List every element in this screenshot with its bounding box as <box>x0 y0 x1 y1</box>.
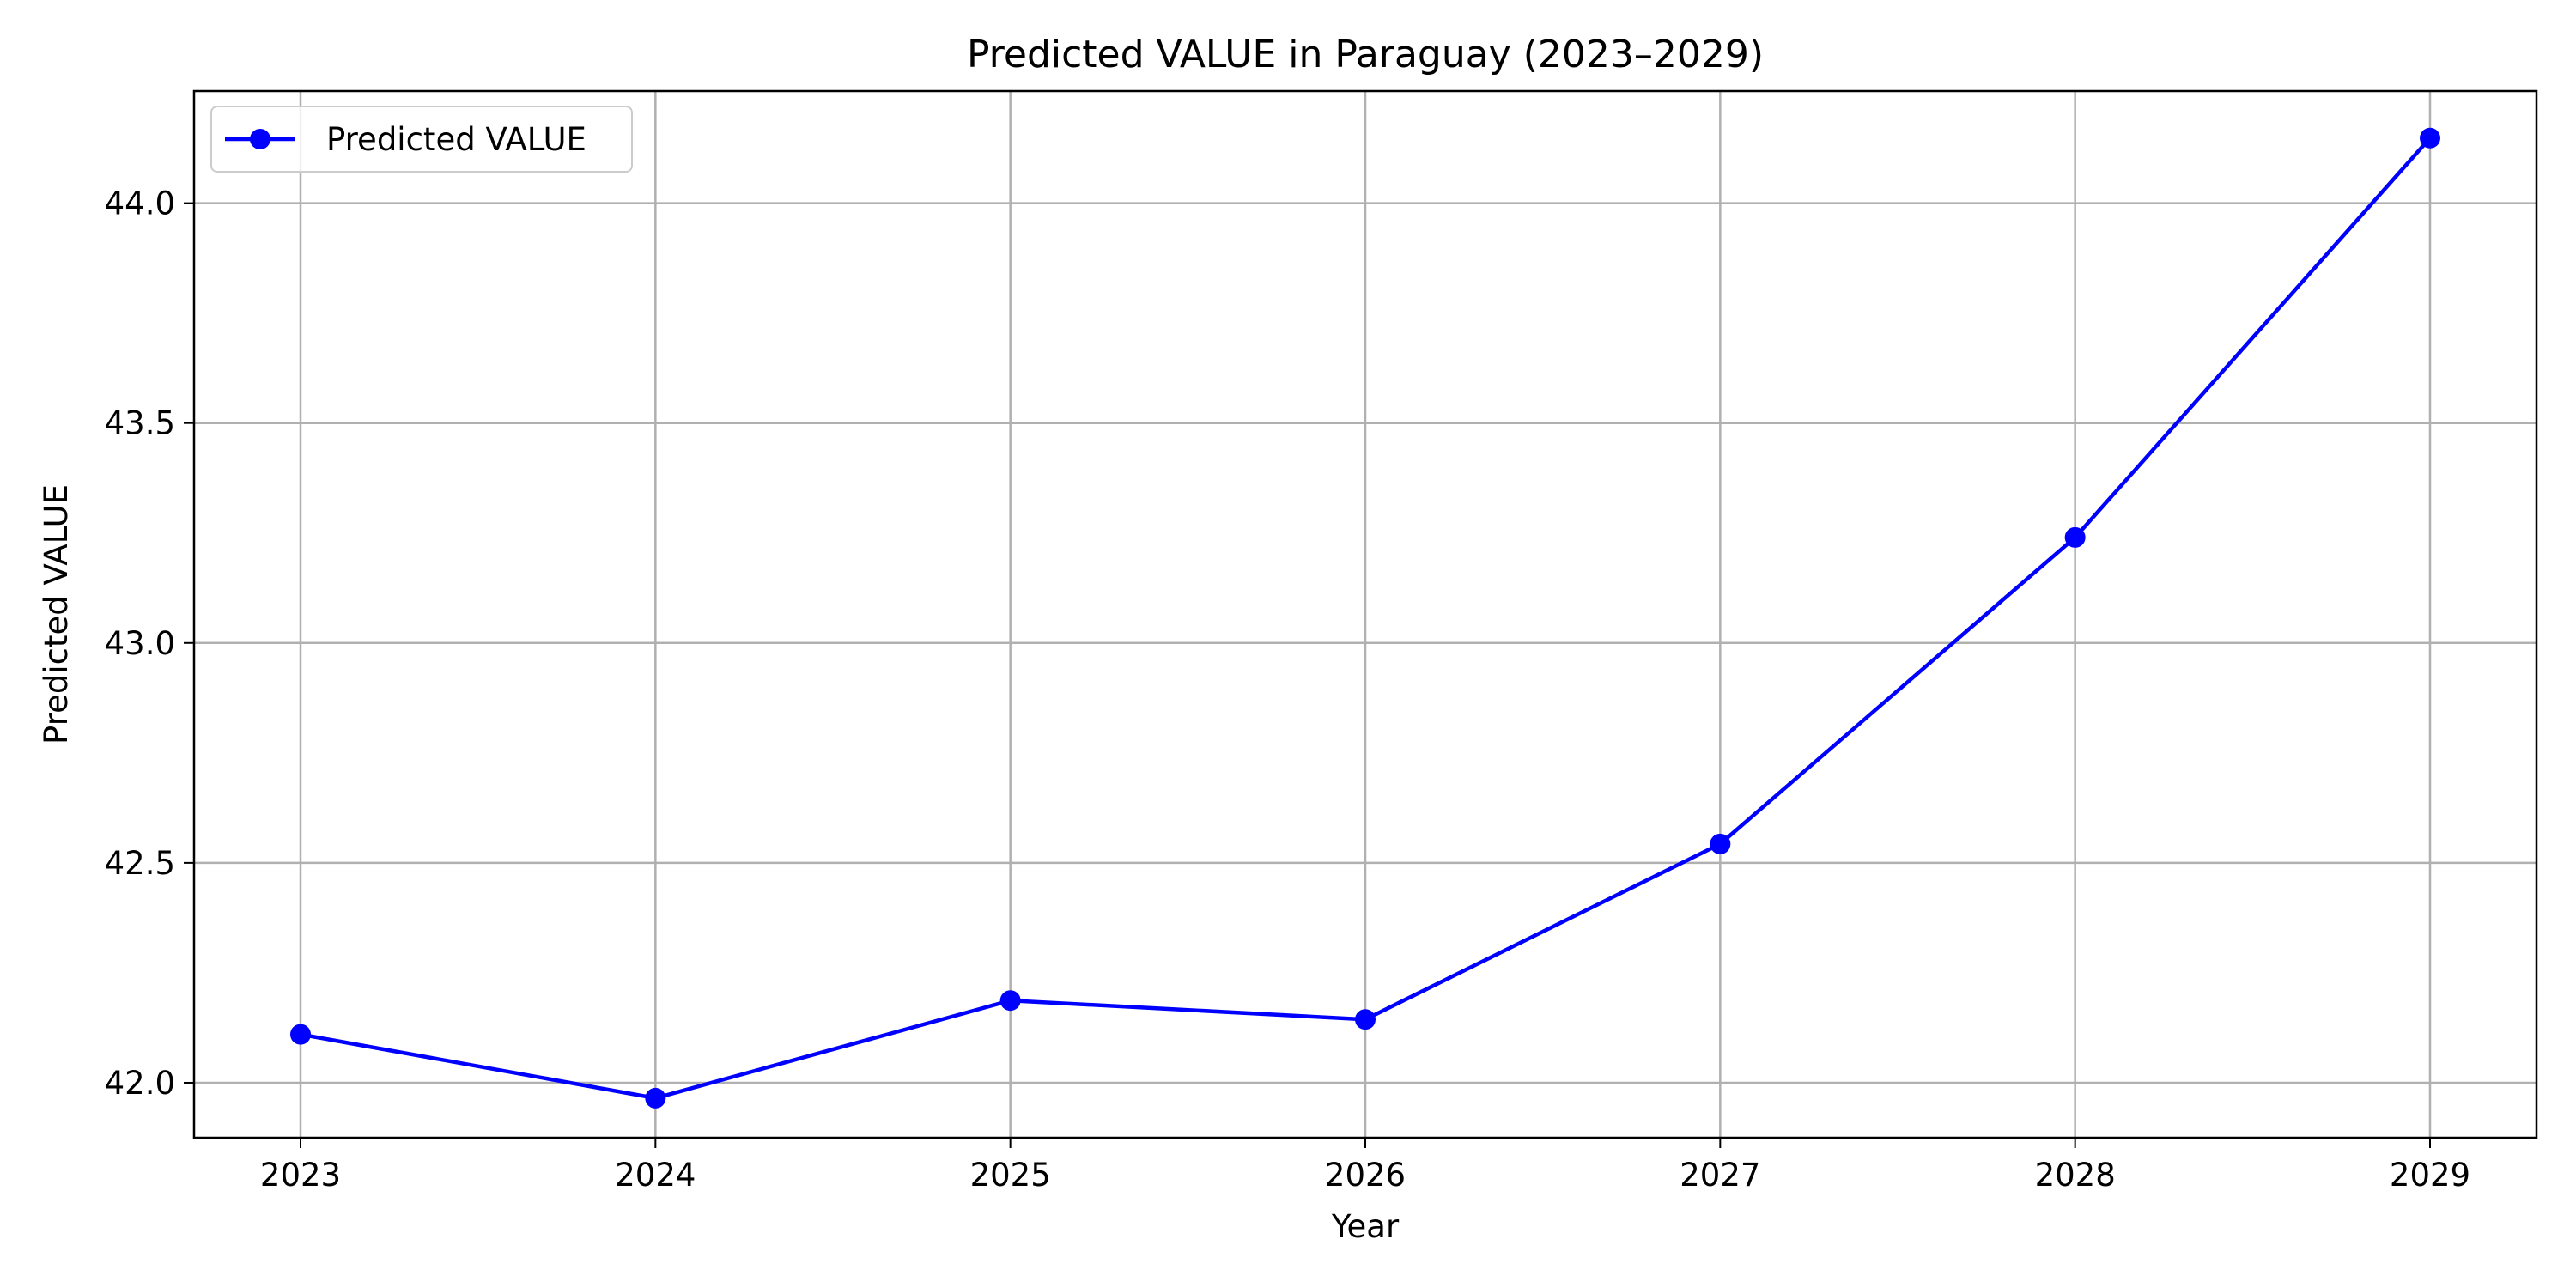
grid-layer <box>194 91 2537 1138</box>
y-tick-label: 44.0 <box>105 185 175 222</box>
y-tick-label: 42.5 <box>105 845 175 882</box>
legend-label: Predicted VALUE <box>326 121 586 158</box>
x-axis-label: Year <box>1331 1208 1400 1245</box>
data-point-marker <box>645 1087 666 1109</box>
data-point-marker <box>2064 526 2086 548</box>
series-layer <box>290 127 2440 1109</box>
legend-box <box>210 106 633 173</box>
ticks-layer: 2023 2024 2025 2026 2027 2028 2029 42.0 42.5 43.0… <box>105 185 2470 1194</box>
data-point-marker <box>999 990 1021 1012</box>
chart-title: Predicted VALUE in Paraguay (2023–2029) <box>967 33 1764 76</box>
x-tick-label: 2028 <box>2035 1157 2116 1194</box>
y-tick-label: 43.5 <box>105 405 175 442</box>
y-tick-label: 43.0 <box>105 625 175 662</box>
x-tick-label: 2029 <box>2390 1157 2470 1194</box>
data-point-marker <box>2420 127 2440 149</box>
x-tick-label: 2026 <box>1325 1157 1406 1194</box>
x-tick-label: 2024 <box>615 1157 696 1194</box>
y-axis-label: Predicted VALUE <box>38 484 75 744</box>
x-tick-label: 2023 <box>260 1157 341 1194</box>
data-point-marker <box>1710 833 1731 854</box>
x-tick-label: 2027 <box>1680 1157 1760 1194</box>
legend: Predicted VALUE <box>210 106 633 173</box>
legend-marker-swatch <box>250 129 270 149</box>
data-point-marker <box>1355 1009 1376 1030</box>
data-point-marker <box>290 1024 311 1045</box>
x-tick-label: 2025 <box>970 1157 1051 1194</box>
plot-area-frame <box>192 89 2538 1139</box>
y-tick-label: 42.0 <box>105 1065 175 1102</box>
